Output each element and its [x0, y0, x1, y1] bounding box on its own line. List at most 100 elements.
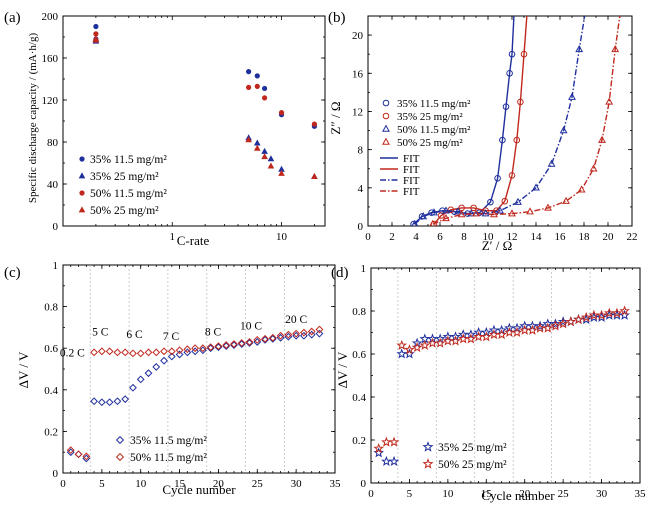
y-tick-label: 8 [358, 145, 364, 157]
data-point [496, 206, 504, 214]
rate-label: 20 C [285, 314, 307, 326]
data-point [74, 450, 83, 459]
data-point [311, 121, 318, 127]
data-point [284, 330, 293, 339]
data-point [465, 329, 477, 340]
data-point [311, 173, 318, 180]
data-point [404, 348, 415, 359]
data-point [214, 343, 223, 352]
x-tick-label: 5 [407, 488, 413, 500]
y-tick-label: 0.4 [44, 385, 58, 397]
legend-label: 35% 11.5 mg/m² [90, 154, 167, 166]
data-point [74, 450, 83, 459]
x-tick-label: 16 [555, 231, 567, 243]
data-point [268, 333, 277, 342]
x-tick-label: 1 [170, 231, 176, 243]
y-tick-label: 0 [358, 221, 364, 233]
data-point [430, 208, 438, 216]
panel-b-nyquist: (b) Z″ / Ω Z′ / Ω 0 4 8 12 16 20 0 2 4 6 8 10 12 14 16… [328, 10, 638, 253]
data-point [66, 446, 75, 455]
data-point [160, 347, 168, 356]
data-point [381, 436, 392, 447]
data-point [268, 334, 277, 343]
data-point [144, 348, 153, 357]
rate-label: 8 C [205, 327, 222, 339]
x-tick-label: 35 [330, 478, 342, 490]
legend-marker [79, 156, 85, 162]
data-point [261, 85, 268, 92]
data-point [411, 341, 423, 353]
y-tick-label: 0.8 [44, 302, 58, 314]
data-point [129, 383, 137, 392]
data-point [589, 164, 598, 172]
data-point [577, 185, 586, 193]
data-point [222, 341, 231, 349]
data-point [276, 333, 285, 342]
data-point [508, 172, 516, 179]
panel-a-ylabel: Specific discharge capacity / (mA·h/g) [27, 33, 39, 204]
data-point [434, 337, 446, 348]
data-point [245, 136, 252, 143]
data-point [508, 50, 516, 58]
data-point [237, 339, 246, 347]
legend-label: 35% 11.5 mg/m² [130, 435, 207, 447]
data-point [465, 333, 477, 344]
data-point [144, 369, 153, 378]
panel-b-xlabel: Z′ / Ω [482, 238, 513, 253]
data-point [504, 326, 515, 338]
data-point [253, 139, 261, 146]
data-point [559, 126, 568, 134]
data-point [253, 144, 261, 151]
data-point [214, 342, 223, 351]
data-point [439, 207, 446, 215]
legend-marker [382, 137, 390, 145]
data-point [230, 340, 238, 348]
data-point [457, 333, 469, 344]
data-point [198, 344, 207, 353]
data-point [373, 447, 384, 458]
legend-label: 35% 25 mg/m² [397, 111, 463, 123]
panel-c-ylabel: ΔV / V [16, 351, 31, 388]
panel-c-dv-11p5: (c) ΔV / V Cycle number 00.20.40.60.810 5… [4, 260, 341, 497]
data-point [527, 324, 538, 335]
y-tick-label: 40 [47, 179, 59, 191]
data-point [92, 36, 100, 43]
data-point [278, 169, 285, 176]
x-tick-label: 30 [596, 488, 608, 500]
data-point [508, 209, 516, 217]
x-tick-label: 0 [365, 231, 371, 243]
y-tick-label: 160 [42, 53, 59, 65]
x-tick-label: 4 [413, 231, 419, 243]
data-point [511, 322, 523, 333]
data-point [121, 348, 130, 357]
data-point [373, 443, 384, 454]
data-point [596, 311, 607, 322]
x-tick-label: 22 [627, 231, 638, 243]
data-point [183, 345, 192, 354]
data-point [253, 338, 262, 346]
panel-b-ylabel: Z″ / Ω [328, 101, 343, 134]
x-tick-label: 2 [389, 231, 395, 243]
data-point [90, 397, 98, 406]
data-point [487, 198, 494, 206]
y-tick-label: 16 [352, 68, 364, 80]
y-tick-label: 80 [47, 137, 59, 149]
data-point [437, 212, 445, 219]
data-point [136, 349, 145, 358]
data-point [506, 69, 513, 77]
legend-label: 50% 25 mg/m² [90, 205, 159, 217]
legend-marker [382, 99, 390, 107]
data-point [300, 331, 308, 340]
data-point [97, 347, 106, 356]
y-tick-label: 120 [42, 95, 59, 107]
legend-label: FIT [403, 164, 420, 176]
panel-d-dv-25: (d) ΔV / V Cycle number 00.20.40.60.810 5… [331, 263, 646, 503]
legend-marker [79, 190, 85, 196]
x-tick-label: 10 [442, 488, 454, 500]
legend-marker [115, 452, 125, 462]
data-point [499, 136, 506, 144]
data-point [315, 325, 324, 334]
data-point [136, 375, 145, 384]
